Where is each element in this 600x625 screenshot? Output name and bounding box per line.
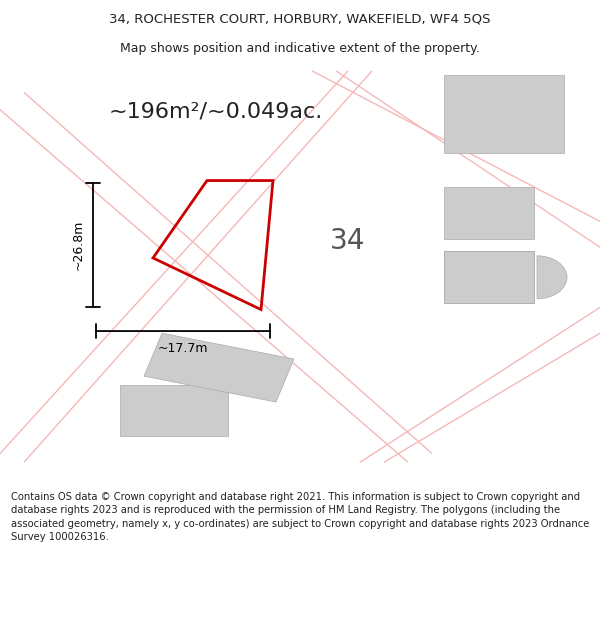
Text: 34, ROCHESTER COURT, HORBURY, WAKEFIELD, WF4 5QS: 34, ROCHESTER COURT, HORBURY, WAKEFIELD,… — [109, 12, 491, 26]
Wedge shape — [537, 256, 567, 299]
Text: 34: 34 — [331, 227, 365, 255]
Text: ~26.8m: ~26.8m — [71, 220, 85, 270]
Text: Map shows position and indicative extent of the property.: Map shows position and indicative extent… — [120, 42, 480, 55]
Text: ~17.7m: ~17.7m — [158, 342, 208, 355]
FancyBboxPatch shape — [444, 251, 534, 303]
Polygon shape — [444, 187, 534, 239]
Text: ~196m²/~0.049ac.: ~196m²/~0.049ac. — [109, 102, 323, 122]
Polygon shape — [144, 333, 294, 402]
Polygon shape — [120, 385, 228, 436]
Polygon shape — [444, 75, 564, 152]
Polygon shape — [444, 251, 534, 303]
Text: Contains OS data © Crown copyright and database right 2021. This information is : Contains OS data © Crown copyright and d… — [11, 492, 589, 542]
